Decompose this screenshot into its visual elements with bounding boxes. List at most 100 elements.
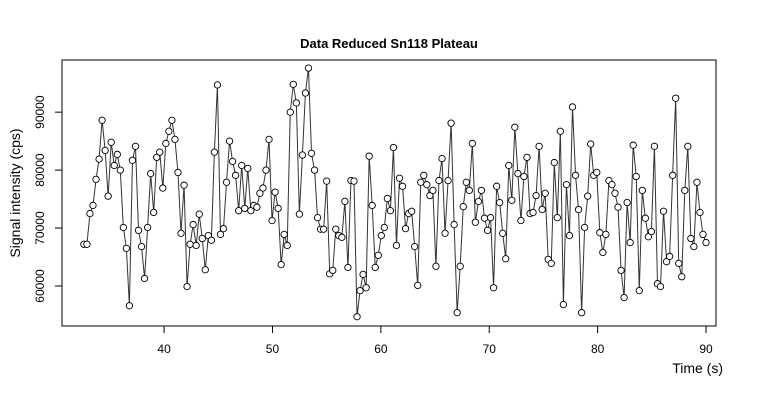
data-point [83,240,91,248]
data-point [238,161,246,170]
data-point [189,220,197,229]
data-point [505,161,513,170]
data-point [593,168,601,177]
data-point [659,207,668,215]
data-point [435,176,443,185]
data-point [529,208,537,217]
data-point [502,255,510,263]
data-point [235,207,243,215]
data-point [571,171,580,179]
data-point [180,181,188,189]
data-point [128,156,137,164]
data-point [535,142,543,150]
data-point [140,274,149,283]
data-point [171,135,179,144]
data-point [165,127,173,135]
data-point [356,286,364,295]
data-point [423,180,431,189]
x-tick-label: 80 [591,342,605,356]
data-point [168,116,176,124]
data-point [377,231,385,240]
data-point [635,286,643,295]
data-point [104,192,112,200]
data-point [216,230,225,239]
data-point [395,174,404,182]
data-point [438,154,446,163]
data-point [541,189,549,197]
data-point [192,241,200,250]
data-point [283,241,291,250]
data-point [489,284,498,292]
data-point [411,242,419,251]
data-point [159,184,167,192]
data-point [207,236,216,244]
data-point [456,262,464,270]
data-point [371,263,379,272]
data-point [559,300,568,309]
data-point [447,119,455,127]
data-point [675,259,683,268]
data-point [329,266,337,275]
data-point [92,175,100,184]
data-point [444,176,452,185]
data-point [262,166,270,174]
data-point [374,251,382,259]
data-point [514,169,522,178]
y-tick-label: 90000 [33,95,47,129]
data-point [483,226,492,235]
data-point [134,226,143,235]
data-point [538,205,546,214]
data-point [608,180,616,189]
data-point [98,116,106,124]
data-point [602,230,610,239]
data-point [517,216,525,225]
data-point [259,184,267,192]
data-point [113,150,121,159]
data-point [110,161,118,170]
data-point [186,240,194,248]
data-point [332,225,340,233]
data-point [362,284,370,292]
data-point [162,139,170,148]
data-point [222,178,231,186]
data-point [210,148,219,156]
data-point [353,313,361,321]
data-point [650,142,659,150]
data-point [577,309,586,317]
data-point [383,194,392,203]
data-point [271,188,279,196]
data-point [301,89,310,97]
y-tick-label: 70000 [33,211,47,245]
data-point [147,169,155,178]
data-point [408,207,416,215]
data-point [429,186,437,195]
data-point [580,223,589,232]
data-point [474,197,483,206]
data-point [420,171,428,179]
data-point [231,171,240,179]
data-point [401,224,410,233]
data-point [690,242,698,251]
data-point [699,230,707,239]
data-point [450,220,458,229]
data-point [298,151,307,159]
data-point [241,204,249,213]
data-point [365,152,373,160]
data-point [150,208,158,217]
data-point [392,241,401,250]
data-point [359,270,367,279]
data-point [183,282,191,291]
data-point [107,138,115,146]
data-point [432,262,440,270]
data-point [623,198,631,207]
data-point [553,213,561,222]
data-point [313,213,322,222]
data-point [441,229,449,237]
data-point [338,233,346,241]
data-point [341,197,349,206]
x-tick-label: 60 [374,342,388,356]
data-point [319,225,328,233]
data-point [647,227,656,236]
data-point [253,203,261,211]
